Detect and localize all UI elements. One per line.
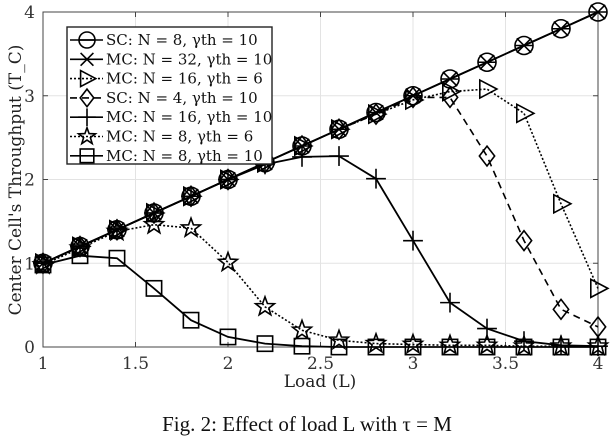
square-marker-icon [71,247,89,265]
star-marker-icon [68,235,92,259]
plus-marker-icon [403,230,423,251]
plus-marker-icon [292,146,312,167]
square-marker-icon [589,338,607,356]
x-marker-icon [516,37,532,54]
x-marker-icon [479,54,495,71]
legend-label: MC: N = 32, γth = 10 [106,50,272,68]
star-marker-icon [253,294,277,317]
y-tick-label: 0 [24,338,35,358]
square-marker-icon [79,148,95,164]
x-tick-label: 3.5 [492,354,519,374]
x-tick-label: 4 [593,354,604,374]
plus-marker-icon [78,108,96,126]
y-axis-label: Center Cell's Throughput (T_C) [6,45,26,316]
square-marker-icon [145,279,163,297]
legend-item: MC: N = 16, γth = 6 [70,69,263,88]
diamond-marker-icon [367,102,385,126]
star-marker-icon [105,219,129,242]
plus-marker-icon [440,292,460,313]
diamond-marker-icon [441,86,459,109]
y-tick-label: 1 [24,254,35,274]
triangle-right-marker-icon [589,278,610,299]
diamond-marker-icon [515,229,533,252]
legend-label: MC: N = 8, γth = 10 [106,147,263,165]
square-marker-icon [441,338,459,356]
x-marker-icon [590,4,606,20]
star-marker-icon [438,333,462,356]
data-series [31,2,610,357]
series-line [34,247,607,356]
square-marker-icon [404,338,422,356]
legend-label: SC: N = 4, γth = 10 [106,89,258,107]
plus-marker-icon [218,169,238,190]
square-marker-icon [256,335,274,353]
square-marker-icon [330,338,348,356]
triangle-right-marker-icon [552,193,573,215]
x-tick-label: 2 [223,354,234,374]
circle-plus-marker-icon [78,31,96,49]
y-tick-label: 4 [24,3,35,23]
legend-item: SC: N = 4, γth = 10 [70,87,258,109]
triangle-right-marker-icon [515,103,536,124]
square-marker-icon [478,338,496,356]
star-marker-icon [364,331,388,354]
legend-label: MC: N = 16, γth = 10 [106,108,272,126]
x-tick-label: 3 [408,354,419,374]
star-marker-icon [179,215,203,239]
diamond-marker-icon [478,144,496,168]
square-marker-icon [219,328,237,346]
x-tick-label: 1 [38,354,49,374]
x-marker-icon [553,20,569,37]
square-marker-icon [34,256,52,274]
star-marker-icon [327,328,351,351]
diamond-marker-icon [330,118,348,141]
triangle-right-marker-icon [441,81,462,102]
legend-label: MC: N = 8, γth = 6 [106,128,253,146]
triangle-right-marker-icon [478,78,499,100]
x-tick-label: 2.5 [307,354,334,374]
star-marker-icon [142,212,166,235]
star-marker-icon [290,318,314,341]
x-tick-label: 1.5 [122,354,149,374]
square-marker-icon [367,338,385,356]
square-marker-icon [293,337,311,355]
square-marker-icon [108,249,126,267]
legend-item: MC: N = 32, γth = 10 [70,50,272,68]
legend-label: SC: N = 8, γth = 10 [106,31,258,49]
x-axis-label: Load (L) [284,372,357,392]
figure-caption: Fig. 2: Effect of load L with τ = M [162,412,452,436]
square-marker-icon [182,311,200,329]
x-marker-icon [80,52,94,67]
plus-marker-icon [329,146,349,166]
diamond-marker-icon [552,298,570,321]
star-marker-icon [76,125,98,146]
plus-marker-icon [181,186,201,207]
legend-item: MC: N = 8, γth = 10 [70,147,263,165]
diamond-marker-icon [404,86,422,109]
star-marker-icon [216,250,240,273]
y-tick-label: 3 [24,87,35,107]
plus-marker-icon [366,168,386,189]
square-marker-icon [515,338,533,356]
legend-label: MC: N = 16, γth = 6 [106,70,263,88]
y-tick-label: 2 [24,171,35,191]
legend-item: MC: N = 8, γth = 6 [70,125,253,146]
triangle-right-marker-icon [79,69,98,88]
square-marker-icon [552,338,570,356]
legend-item: SC: N = 8, γth = 10 [70,31,258,49]
legend-item: MC: N = 16, γth = 10 [70,108,272,126]
diamond-marker-icon [79,87,95,109]
